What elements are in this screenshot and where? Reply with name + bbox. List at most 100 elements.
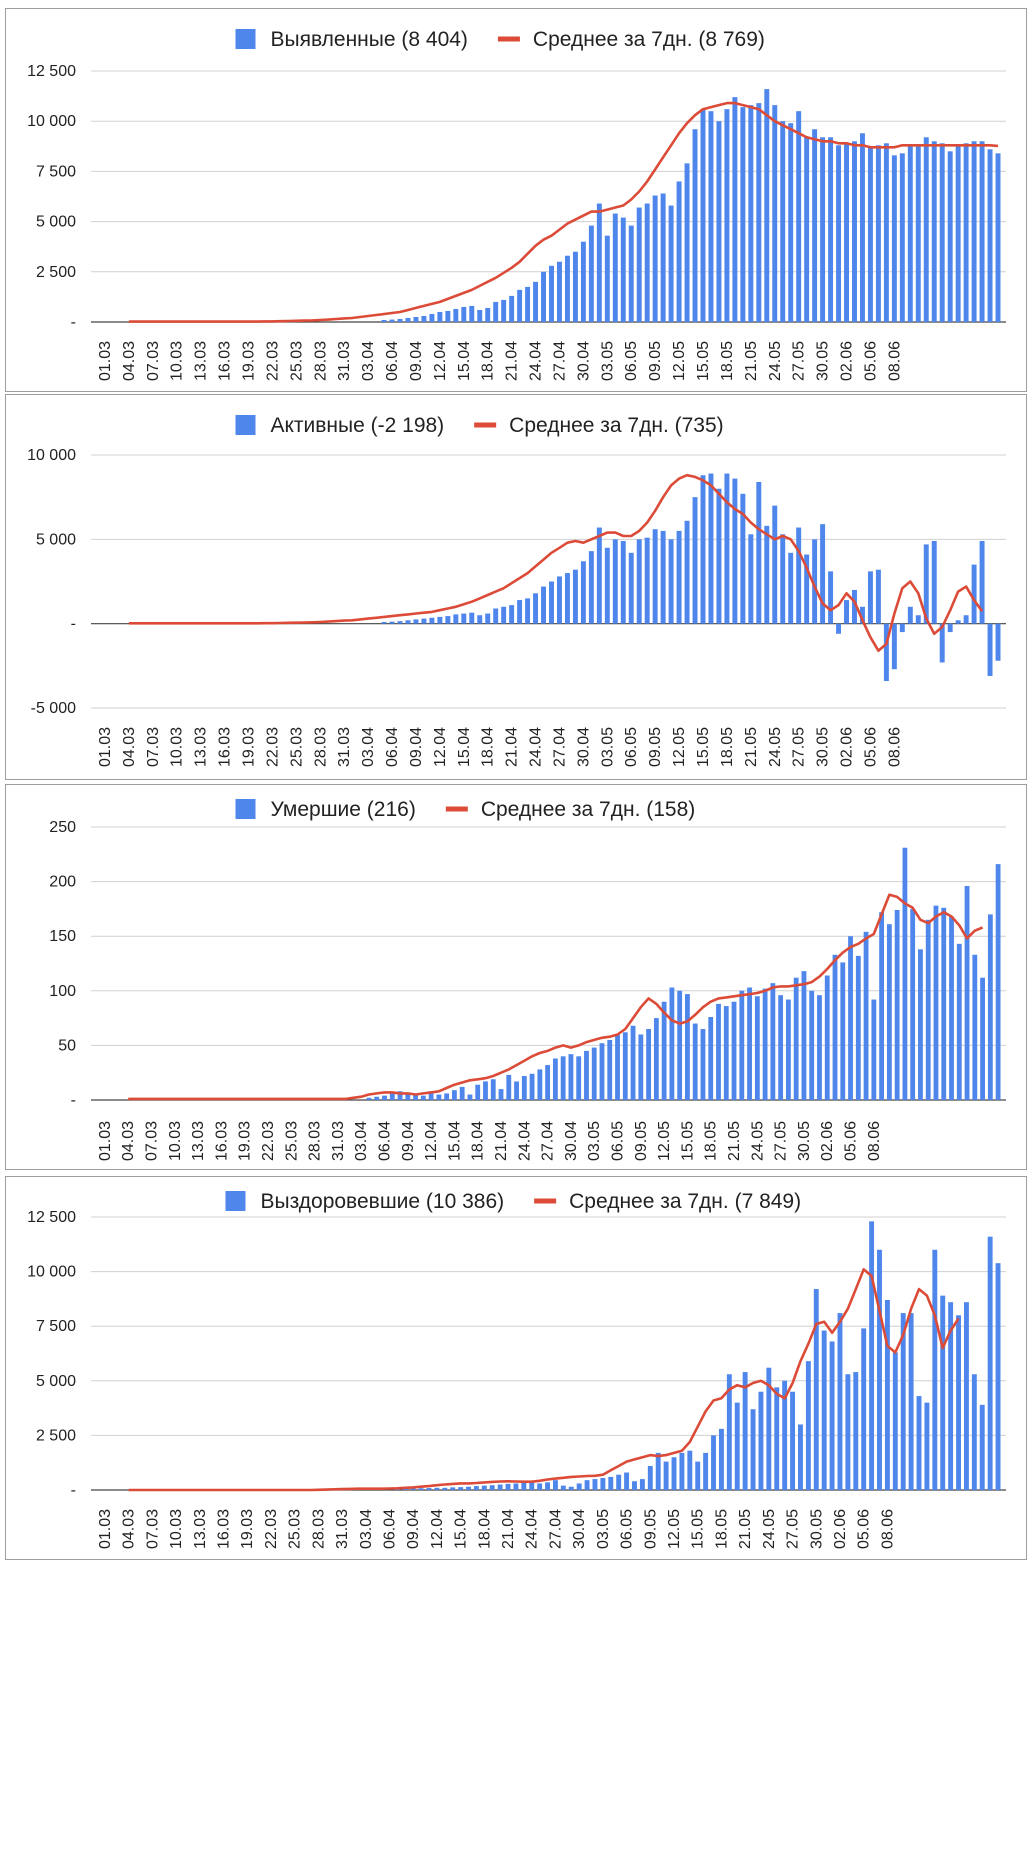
bar <box>971 1374 977 1490</box>
bar <box>632 1481 637 1490</box>
bar <box>668 539 674 624</box>
bar <box>475 1084 481 1100</box>
bar <box>525 286 531 322</box>
x-tick-label: 12.04 <box>429 1509 446 1549</box>
bar <box>604 547 610 624</box>
bar <box>796 111 802 322</box>
bar <box>859 606 865 624</box>
bar <box>955 620 961 624</box>
x-tick-label: 15.05 <box>695 727 712 767</box>
x-tick-label: 22.03 <box>260 1121 277 1161</box>
x-tick-label: 30.04 <box>575 727 592 767</box>
x-tick-label: 24.04 <box>516 1121 533 1161</box>
x-tick-label: 12.04 <box>423 1121 440 1161</box>
x-tick-label: 18.04 <box>480 727 497 767</box>
bar <box>764 89 770 323</box>
bar <box>630 1025 636 1100</box>
bar <box>805 1361 811 1490</box>
y-tick-label: 5 000 <box>36 531 76 548</box>
x-tick-label: 15.04 <box>456 341 473 381</box>
x-tick-label: 27.05 <box>791 727 808 767</box>
x-tick-label: 09.04 <box>405 1509 422 1549</box>
bar <box>718 1428 724 1490</box>
bar <box>788 552 794 624</box>
chart-panel-detected: Выявленные (8 404) Среднее за 7дн. (8 769… <box>5 8 1027 392</box>
bar <box>837 1313 843 1490</box>
legend-bar-swatch <box>235 29 256 49</box>
bar <box>591 1047 597 1100</box>
bar <box>644 537 650 624</box>
legend: Выявленные (8 404) Среднее за 7дн. (8 769… <box>235 28 765 51</box>
bar <box>963 1302 969 1490</box>
x-tick-label: 21.05 <box>737 1509 754 1549</box>
bar <box>971 564 977 624</box>
bar <box>788 123 794 322</box>
x-tick-label: 24.04 <box>524 1509 541 1549</box>
bar <box>782 1380 788 1490</box>
bar <box>785 999 791 1100</box>
x-tick-label: 01.03 <box>97 1121 114 1161</box>
y-tick-label: - <box>71 314 76 331</box>
x-tick-label: 01.03 <box>97 341 114 381</box>
bar <box>724 473 730 624</box>
bar <box>483 1081 488 1100</box>
bar <box>987 149 993 322</box>
x-tick-label: 13.03 <box>192 1509 209 1549</box>
bar <box>987 1236 993 1490</box>
bar <box>608 1476 614 1490</box>
bar <box>886 924 892 1100</box>
x-tick-label: 05.06 <box>862 341 879 381</box>
bar <box>933 905 939 1100</box>
bar <box>804 554 810 624</box>
bar <box>552 1058 558 1100</box>
x-tick-label: 18.05 <box>713 1509 730 1549</box>
bar <box>716 1003 721 1100</box>
bar <box>853 1372 859 1490</box>
bar <box>584 1480 590 1490</box>
bar <box>429 617 435 624</box>
bar <box>867 571 873 624</box>
bar <box>734 1402 740 1490</box>
x-tick-label: 27.05 <box>773 1121 790 1161</box>
bar <box>875 145 881 322</box>
x-tick-label: 03.04 <box>358 1509 375 1549</box>
x-tick-label: 07.03 <box>143 1121 160 1161</box>
x-tick-label: 07.03 <box>144 1509 161 1549</box>
x-tick-label: 21.04 <box>504 727 521 767</box>
y-tick-label: - <box>71 1092 76 1109</box>
x-tick-label: 24.04 <box>528 341 545 381</box>
bar <box>963 615 969 624</box>
y-tick-label: -5 000 <box>31 700 76 717</box>
bar <box>533 281 539 322</box>
chart-panel-deaths: Умершие (216) Среднее за 7дн. (158) - 50 100… <box>5 784 1027 1170</box>
bar <box>638 1034 644 1100</box>
x-tick-label: 09.04 <box>408 341 425 381</box>
bar <box>910 908 916 1100</box>
bar <box>671 1457 677 1490</box>
bar <box>821 1330 827 1490</box>
bar <box>549 265 554 322</box>
bar <box>871 999 877 1100</box>
x-tick-label: 30.05 <box>815 341 832 381</box>
x-tick-label: 21.05 <box>726 1121 743 1161</box>
x-tick-label: 22.03 <box>264 727 281 767</box>
bar <box>461 613 467 624</box>
bar <box>692 497 698 624</box>
x-tick-label: 07.03 <box>145 727 162 767</box>
bar <box>923 137 929 322</box>
bar <box>915 145 921 322</box>
x-tick-label: 12.05 <box>671 341 688 381</box>
bar <box>932 1249 938 1490</box>
x-tick-label: 27.05 <box>791 341 808 381</box>
bar <box>653 1018 659 1100</box>
bar <box>663 1461 669 1490</box>
x-tick-label: 06.04 <box>384 341 401 381</box>
legend-bar-label: Активные (-2 198) <box>271 414 445 437</box>
bar <box>497 1484 503 1490</box>
y-tick-label: 10 000 <box>27 1264 76 1281</box>
bar <box>700 1029 706 1100</box>
x-tick-label: 16.03 <box>217 341 234 381</box>
bar <box>915 615 921 624</box>
bar <box>445 616 451 624</box>
bar <box>829 1341 835 1490</box>
